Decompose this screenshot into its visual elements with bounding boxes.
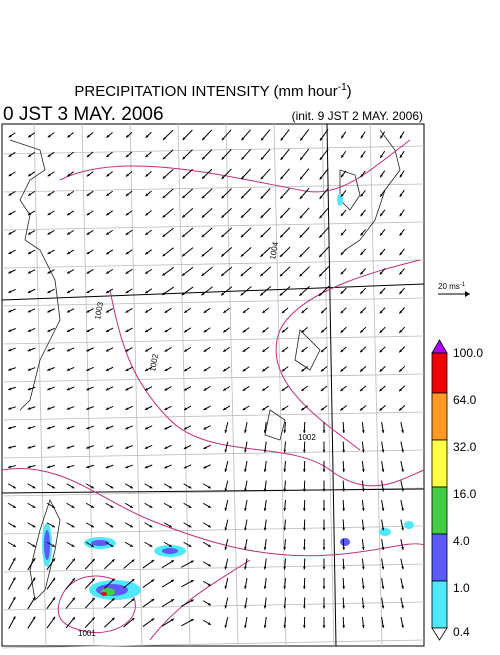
colorbar-labels: 100.0 64.0 32.0 16.0 4.0 1.0 0.4 (453, 346, 483, 639)
colorbar-top (432, 340, 447, 353)
init-time: (init. 9 JST 2 MAY. 2006) (292, 109, 423, 123)
reference-vector: 20 ms-1 (438, 282, 470, 297)
colorbar (432, 340, 447, 640)
colorbar-label: 0.4 (453, 625, 470, 639)
title-main: PRECIPITATION INTENSITY (mm hour (74, 83, 337, 100)
valid-time: 0 JST 3 MAY. 2006 (3, 104, 164, 125)
colorbar-band (432, 487, 447, 534)
colorbar-bottom (432, 628, 447, 640)
title: PRECIPITATION INTENSITY (mm hour-1) (74, 82, 351, 100)
isobar-label: 1001 (78, 629, 96, 638)
colorbar-label: 1.0 (453, 581, 470, 595)
isobar-label: 1002 (298, 433, 316, 442)
colorbar-label: 16.0 (453, 487, 477, 501)
reference-sup: -1 (460, 282, 466, 288)
colorbar-band (432, 440, 447, 487)
reference-label: 20 ms-1 (438, 282, 466, 291)
colorbar-label: 100.0 (453, 346, 483, 360)
colorbar-label: 32.0 (453, 440, 477, 454)
colorbar-label: 64.0 (453, 393, 477, 407)
title-end: ) (347, 83, 352, 100)
reference-text: 20 ms (438, 282, 460, 291)
colorbar-label: 4.0 (453, 534, 470, 548)
colorbar-band (432, 393, 447, 440)
map-frame: 1004 1003 1002 1002 1001 (2, 124, 424, 648)
colorbar-band (432, 353, 447, 393)
reference-arrowhead (465, 291, 470, 297)
colorbar-band (432, 534, 447, 581)
colorbar-band (432, 581, 447, 628)
